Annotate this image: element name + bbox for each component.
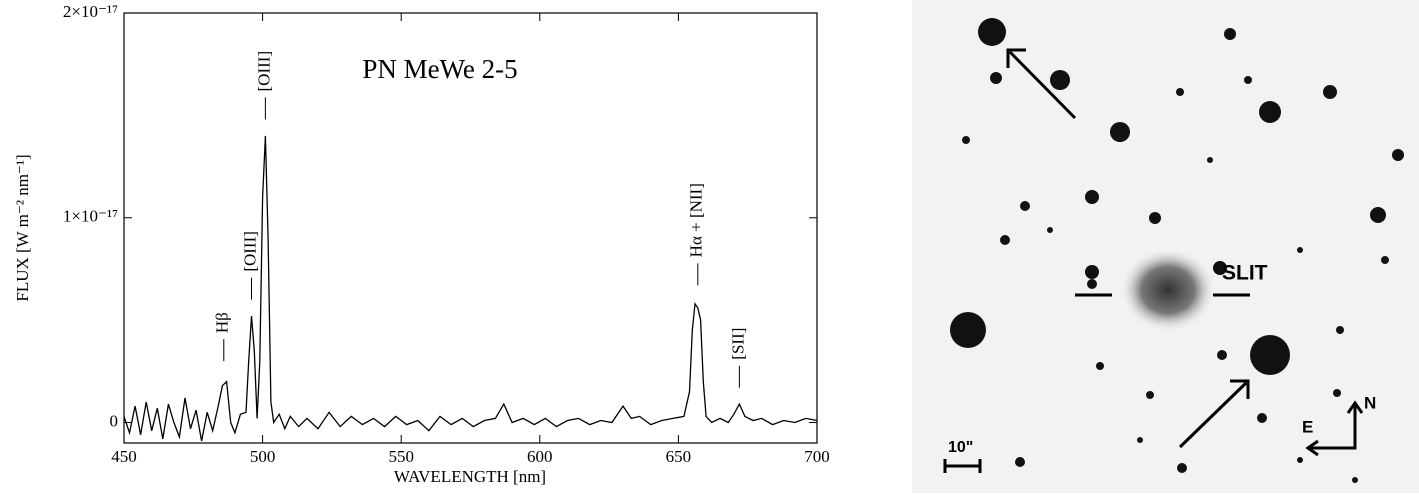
y-tick-label: 1×10⁻¹⁷ bbox=[63, 207, 118, 226]
annotation-label: [OIII] bbox=[254, 51, 273, 92]
y-tick-label: 0 bbox=[110, 411, 119, 430]
plot-frame bbox=[123, 12, 818, 444]
x-tick-label: 500 bbox=[250, 447, 276, 466]
x-axis-label: WAVELENGTH [nm] bbox=[394, 467, 546, 486]
x-tick-label: 700 bbox=[804, 447, 830, 466]
x-tick-label: 600 bbox=[527, 447, 553, 466]
y-axis-label: FLUX [W m⁻² nm⁻¹] bbox=[13, 154, 32, 301]
annotation-label: Hα + [NII] bbox=[687, 183, 706, 257]
x-tick-label: 550 bbox=[388, 447, 414, 466]
spectrum-line bbox=[123, 135, 818, 442]
scale-label: 10" bbox=[948, 439, 973, 456]
x-tick-label: 450 bbox=[111, 447, 137, 466]
slit-label: SLIT bbox=[1222, 262, 1268, 285]
y-tick-label: 2×10⁻¹⁷ bbox=[63, 2, 118, 21]
chart-title: PN MeWe 2-5 bbox=[362, 54, 517, 84]
annotation-label: [OIII] bbox=[240, 231, 259, 272]
x-tick-label: 650 bbox=[666, 447, 692, 466]
compass-north: N bbox=[1364, 393, 1376, 412]
star-field-image: SLIT 10" E N bbox=[912, 0, 1419, 493]
compass-east: E bbox=[1302, 417, 1313, 436]
annotation-label: Hβ bbox=[213, 312, 232, 333]
annotation-label: [SII] bbox=[728, 328, 747, 360]
